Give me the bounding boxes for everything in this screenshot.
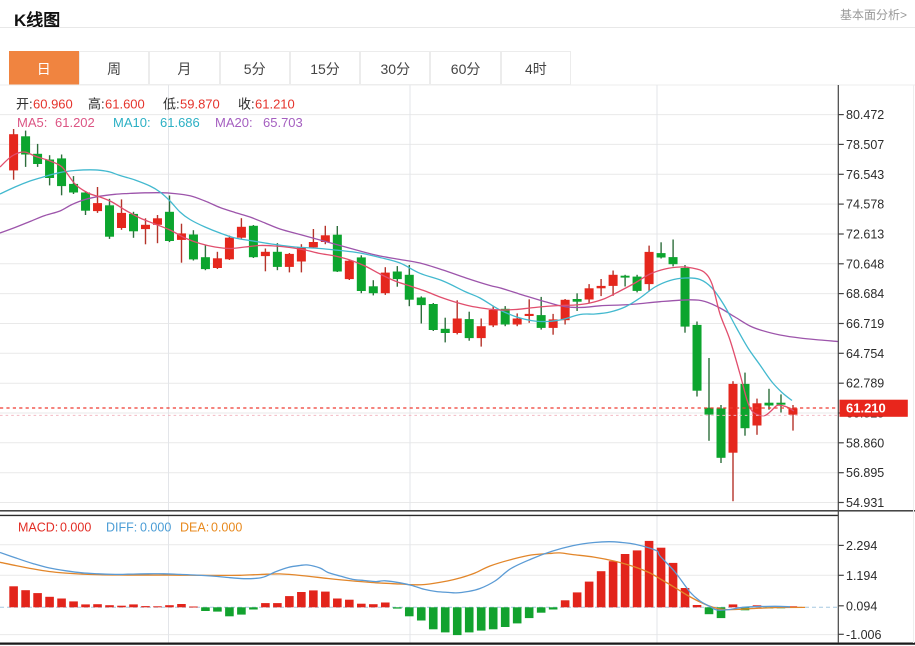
svg-text:61.210: 61.210 [255,97,295,112]
svg-text:58.860: 58.860 [846,436,884,450]
svg-text:61.600: 61.600 [105,97,145,112]
svg-text:72.613: 72.613 [846,228,884,242]
svg-text:80.472: 80.472 [846,108,884,122]
svg-text:0.000: 0.000 [140,521,171,535]
svg-text:0.000: 0.000 [60,521,91,535]
svg-text:1.194: 1.194 [846,569,877,583]
svg-text:MA5:: MA5: [17,115,47,130]
svg-text:78.507: 78.507 [846,138,884,152]
svg-text:59.870: 59.870 [180,97,220,112]
svg-text:65.703: 65.703 [263,115,303,130]
svg-text:61.210: 61.210 [846,400,886,415]
svg-text:76.543: 76.543 [846,168,884,182]
svg-text:2.294: 2.294 [846,539,877,553]
svg-text:MA10:: MA10: [113,115,151,130]
svg-text:62.789: 62.789 [846,377,884,391]
svg-text:54.931: 54.931 [846,496,884,510]
svg-text:低:: 低: [163,97,180,112]
svg-text:高:: 高: [88,97,105,112]
svg-text:0.000: 0.000 [211,521,242,535]
svg-text:61.686: 61.686 [160,115,200,130]
svg-text:0.094: 0.094 [846,599,877,613]
svg-text:收:: 收: [238,97,255,112]
svg-text:MACD:: MACD: [18,521,58,535]
svg-text:66.719: 66.719 [846,317,884,331]
svg-text:74.578: 74.578 [846,198,884,212]
svg-text:68.684: 68.684 [846,287,884,301]
svg-text:61.202: 61.202 [55,115,95,130]
svg-text:56.895: 56.895 [846,466,884,480]
svg-text:DEA:: DEA: [180,521,209,535]
svg-text:64.754: 64.754 [846,347,884,361]
svg-text:MA20:: MA20: [215,115,253,130]
svg-text:开:: 开: [16,97,33,112]
svg-text:70.648: 70.648 [846,257,884,271]
svg-text:DIFF:: DIFF: [106,521,137,535]
svg-text:-1.006: -1.006 [846,628,881,642]
svg-text:60.960: 60.960 [33,97,73,112]
